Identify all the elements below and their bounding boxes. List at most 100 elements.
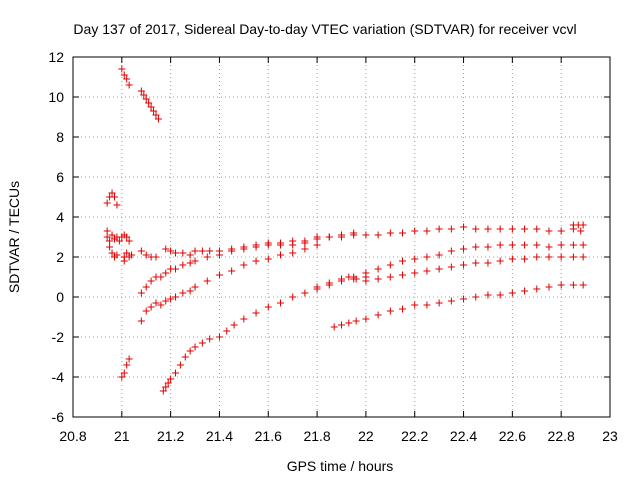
data-point [120, 71, 128, 79]
data-point [198, 247, 206, 255]
data-point [137, 247, 145, 255]
series-second-band [137, 231, 587, 297]
data-point [484, 225, 492, 233]
x-tick-label: 22.6 [499, 428, 526, 444]
data-point [240, 315, 248, 323]
data-point [313, 285, 321, 293]
data-point [181, 353, 189, 361]
y-tick-label: -4 [52, 369, 65, 385]
data-point [142, 251, 150, 259]
data-point [423, 301, 431, 309]
data-point [350, 275, 358, 283]
series-top-band [137, 221, 587, 261]
data-point [172, 265, 180, 273]
data-point [179, 249, 187, 257]
series-high-early [118, 65, 162, 123]
data-point [472, 225, 480, 233]
data-point [411, 255, 419, 263]
data-point [338, 277, 345, 285]
data-point [345, 273, 353, 281]
data-point [496, 291, 504, 299]
plot-frame [72, 56, 611, 418]
y-tick-label: 12 [48, 49, 64, 65]
data-point [423, 227, 431, 235]
y-tick-label: 10 [48, 89, 64, 105]
data-point [106, 243, 114, 251]
data-point [191, 283, 199, 291]
data-point [108, 189, 116, 197]
data-point [198, 339, 206, 347]
data-point [162, 245, 170, 253]
data-point [411, 269, 419, 277]
x-tick-label: 22.4 [450, 428, 477, 444]
data-point [301, 239, 309, 247]
x-tick-labels: 20.8 21 21.2 21.4 21.6 21.8 22 22.2 22.4 22.6 22.8… [59, 428, 618, 444]
data-point [545, 283, 553, 291]
data-point [140, 91, 148, 99]
data-point [521, 241, 529, 249]
data-point [186, 259, 194, 267]
data-point [289, 249, 297, 257]
data-point [289, 241, 297, 249]
data-point [108, 249, 116, 257]
data-point [264, 241, 272, 249]
data-point [137, 289, 145, 297]
data-point [325, 281, 333, 289]
data-point [276, 241, 284, 249]
data-point [179, 261, 187, 269]
series-cluster-early [103, 189, 136, 381]
data-point [167, 295, 175, 303]
data-point [301, 245, 309, 253]
data-point [508, 289, 516, 297]
y-axis-label: SDTVAR / TECUs [6, 181, 22, 293]
data-point [496, 241, 504, 249]
data-point [191, 247, 199, 255]
data-point [206, 335, 214, 343]
y-tick-label: 4 [56, 209, 64, 225]
y-tick-labels: -6 -4 -2 0 2 4 6 8 10 12 [48, 49, 64, 425]
data-point [125, 81, 133, 89]
data-point [276, 251, 284, 259]
data-point [472, 293, 480, 301]
data-point [123, 233, 131, 241]
x-tick-label: 21 [114, 428, 130, 444]
data-point [508, 225, 516, 233]
data-point [460, 245, 468, 253]
data-point [264, 303, 272, 311]
data-point [137, 317, 145, 325]
data-point [447, 263, 455, 271]
data-point [569, 253, 577, 261]
data-point [435, 251, 443, 259]
data-point [386, 273, 394, 281]
data-point [330, 323, 338, 331]
data-point [338, 321, 345, 329]
data-point [252, 257, 260, 265]
data-point [411, 227, 419, 235]
data-point [203, 277, 211, 285]
data-point [557, 227, 565, 235]
data-point [252, 243, 260, 251]
data-point [162, 269, 170, 277]
data-point [579, 241, 587, 249]
data-point [484, 291, 492, 299]
data-point [447, 247, 455, 255]
x-tick-label: 23 [602, 428, 618, 444]
data-point [374, 231, 382, 239]
data-point [460, 223, 468, 231]
data-point [215, 271, 223, 279]
data-point [113, 201, 121, 209]
y-tick-label: 6 [56, 169, 64, 185]
data-point [386, 307, 394, 315]
data-point [496, 257, 504, 265]
x-tick-label: 22.2 [401, 428, 428, 444]
data-point [186, 347, 194, 355]
data-point [411, 301, 419, 309]
data-point [521, 225, 529, 233]
data-point [374, 311, 382, 319]
data-point [157, 273, 165, 281]
data-point [172, 249, 180, 257]
data-point [215, 251, 223, 259]
data-point [147, 103, 155, 111]
data-point [557, 253, 565, 261]
data-point [152, 299, 160, 307]
